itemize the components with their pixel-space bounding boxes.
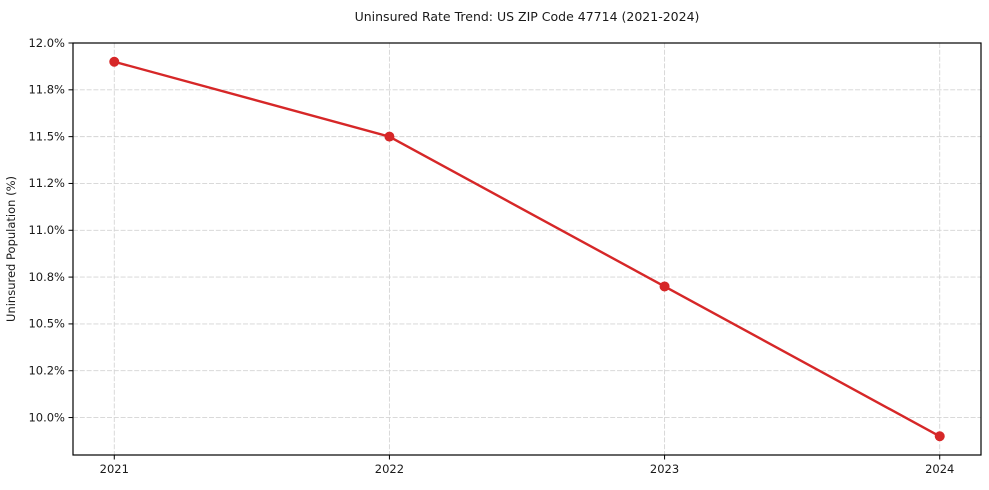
data-point-2022 (384, 131, 395, 142)
y-tick-label: 11.2% (28, 176, 65, 190)
x-tick-label: 2022 (375, 462, 404, 476)
y-tick-label: 10.5% (28, 317, 65, 331)
y-tick-label: 12.0% (28, 36, 65, 50)
y-tick-label: 10.2% (28, 364, 65, 378)
plot-border (72, 42, 982, 456)
y-axis-label: Uninsured Population (%) (4, 176, 18, 322)
y-tick-label: 10.8% (28, 270, 65, 284)
trend-line-series (109, 56, 945, 442)
chart-title: Uninsured Rate Trend: US ZIP Code 47714 … (355, 9, 700, 24)
x-tick-label: 2021 (100, 462, 129, 476)
data-point-2024 (934, 431, 945, 442)
axes: 10.0% 10.2% 10.5% 10.8% 11.0% 11.2% 11.5% 11.8%… (28, 36, 982, 476)
y-tick-label: 11.0% (28, 223, 65, 237)
trend-line (113, 60, 941, 438)
y-tick-label: 11.8% (28, 83, 65, 97)
data-point-2021 (109, 56, 120, 67)
x-tick-label: 2024 (925, 462, 954, 476)
y-tick-label: 11.5% (28, 129, 65, 143)
y-tick-label: 10.0% (28, 410, 65, 424)
x-tick-label: 2023 (650, 462, 679, 476)
data-point-2023 (659, 281, 670, 292)
gridlines (73, 42, 981, 455)
